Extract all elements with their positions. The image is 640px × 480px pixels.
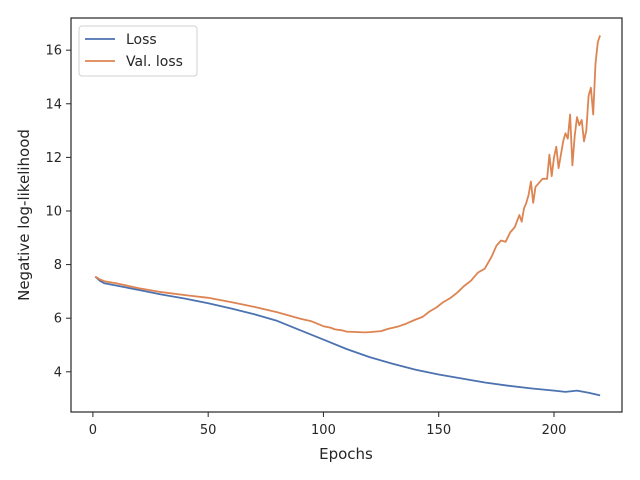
plot-frame — [70, 17, 623, 413]
x-tick-label: 0 — [89, 423, 97, 438]
legend-label-loss: Loss — [126, 32, 157, 48]
y-tick-label: 10 — [45, 204, 62, 219]
y-tick-label: 16 — [45, 44, 62, 59]
y-tick-label: 14 — [45, 97, 62, 112]
legend-label-val-loss: Val. loss — [126, 54, 183, 70]
x-tick-label: 200 — [542, 423, 567, 438]
y-tick-label: 12 — [45, 151, 62, 166]
legend: Loss Val. loss — [78, 25, 198, 77]
series-line-loss — [94, 275, 601, 397]
y-tick-label: 6 — [54, 312, 62, 327]
x-axis: 0 50 100 150 200 — [89, 412, 567, 438]
x-axis-label: Epochs — [319, 445, 373, 463]
x-tick-label: 50 — [200, 423, 217, 438]
series-layer — [94, 35, 601, 397]
y-tick-label: 8 — [54, 258, 62, 273]
y-tick-label: 4 — [54, 365, 62, 380]
y-axis: 4 6 8 10 12 14 16 — [45, 44, 71, 380]
x-tick-label: 150 — [426, 423, 451, 438]
y-axis-label: Negative log-likelihood — [15, 129, 33, 301]
x-tick-label: 100 — [311, 423, 336, 438]
series-line-val-loss — [94, 35, 601, 334]
